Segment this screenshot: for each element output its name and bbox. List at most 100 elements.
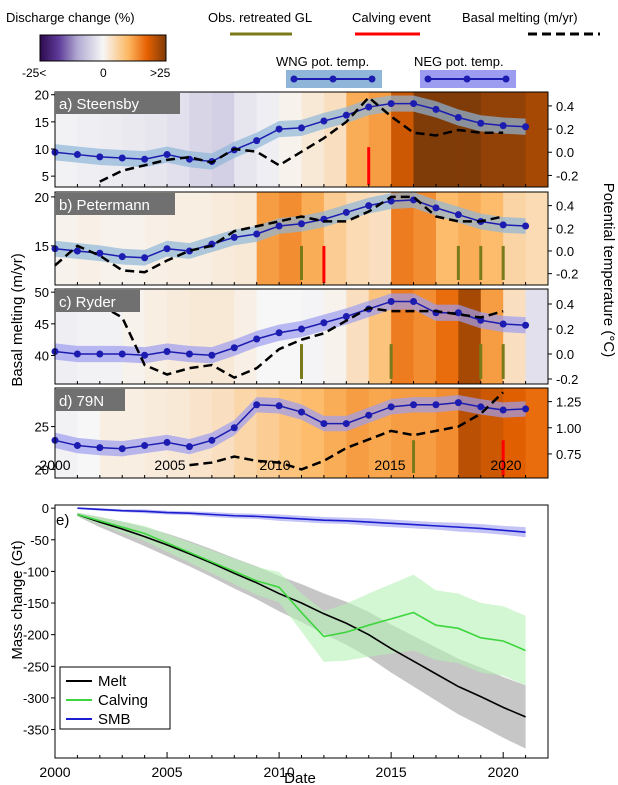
panel-c-temp-point-2004 <box>141 351 149 359</box>
panel-c-ytick-left-label-50: 50 <box>35 285 49 300</box>
y-axis-title-basal: Basal melting (m/yr) <box>9 253 26 386</box>
panel-a-discharge-cell-2010 <box>279 92 302 187</box>
panel-a-temp-point-2001 <box>73 151 81 159</box>
panel-e-line-calving <box>77 513 526 652</box>
panel-a-temp-point-2015 <box>387 100 395 108</box>
panel-c-ytick-right-label-0: -0.2 <box>556 372 578 387</box>
panel-a-discharge-cell-2014 <box>368 92 392 187</box>
panel-c-temp-point-2003 <box>118 350 126 358</box>
legend-wng-marker-3 <box>368 75 376 83</box>
panel-d-temp-point-2012 <box>320 420 328 428</box>
panel-d-temp-point-2016 <box>410 401 418 409</box>
panel-b-discharge-cell-2016 <box>413 192 437 285</box>
panel-b-discharge-cell-2019 <box>480 192 504 285</box>
panel-b-label: b) Petermann <box>59 197 150 214</box>
panel-b-basal-melting-line <box>54 195 504 274</box>
panel-d-temp-band <box>55 395 526 457</box>
legend-neg-marker-3 <box>502 75 510 83</box>
panel-b-temp-point-2009 <box>253 230 261 238</box>
panel-d-temp-point-2003 <box>118 445 126 453</box>
panel-e-band-smb <box>77 507 526 538</box>
panel-d-basal-melting-line <box>189 391 505 471</box>
panel-c-discharge-cell-2018 <box>458 289 482 384</box>
panel-b-temp-point-2005 <box>163 245 171 253</box>
panel-b-discharge-cell-2015 <box>391 192 415 285</box>
panel-a-discharge-cell-2018 <box>458 92 482 187</box>
panel-a-temp-point-2013 <box>342 111 350 119</box>
colorbar-tick-max: >25 <box>150 66 171 80</box>
panel-a-discharge-cell-2019 <box>480 92 504 187</box>
legend-neg-marker-2 <box>463 75 471 83</box>
panel-d-ytick-right-label-1: 1.00 <box>556 421 581 436</box>
panel-c-ryder: 40 45 50 -0.2 0.0 0.2 0.4 c) Ryder <box>35 285 579 387</box>
panel-b-temp-point-2010 <box>275 222 283 230</box>
legend-wng-label: WNG pot. temp. <box>276 54 369 69</box>
panel-c-temp-point-2005 <box>163 348 171 355</box>
panel-b-discharge-cell-2006 <box>189 192 213 285</box>
panel-c-temp-point-2008 <box>230 344 238 352</box>
panel-c-discharge-cell-2017 <box>435 289 459 384</box>
panel-c-discharge-cell-2021 <box>525 289 549 384</box>
panel-a-ytick-left-label-5: 5 <box>42 169 49 184</box>
panel-c-discharge-cell-2006 <box>189 289 213 384</box>
panel-d-temp-point-2019 <box>477 403 485 411</box>
panel-c-ytick-left-label-40: 40 <box>35 349 49 364</box>
panel-c-temp-point-2015 <box>387 298 395 305</box>
panel-e-legend: Melt Calving SMB <box>59 666 171 730</box>
panel-c-discharge-cell-2005 <box>167 289 190 384</box>
panel-a-discharge-cell-2012 <box>323 92 347 187</box>
legend-calving-label: Calving event <box>352 10 431 25</box>
panel-d-temp-point-2011 <box>298 408 305 416</box>
panel-b-temp-band <box>55 192 526 266</box>
panel-a-discharge-cell-2006 <box>189 92 213 187</box>
panel-c-temp-point-2002 <box>96 350 104 358</box>
legend-neg-label: NEG pot. temp. <box>414 54 504 69</box>
panel-a-temp-band <box>55 95 526 170</box>
panel-c-discharge-cell-2015 <box>391 289 415 384</box>
panel-b-discharge-cell-2021 <box>525 192 549 285</box>
panel-c-discharge-cell-2007 <box>211 289 235 384</box>
panel-e-xtick-label-2015: 2015 <box>376 764 407 780</box>
panel-d-label: d) 79N <box>59 393 104 410</box>
panel-a-temp-point-2009 <box>253 137 261 145</box>
panel-b-temp-point-2011 <box>298 220 305 228</box>
panel-a-plot: 5 10 15 20 -0.2 0.0 0.2 0.4 <box>35 88 578 188</box>
panel-d-ytick-left-label-25: 25 <box>35 420 49 435</box>
panel-b-discharge-cell-2020 <box>503 192 527 285</box>
panel-d-temp-point-2001 <box>73 442 81 450</box>
legend-basal-label: Basal melting (m/yr) <box>462 10 578 25</box>
panel-d-label-box <box>55 389 125 411</box>
panel-a-discharge-cell-2000 <box>55 92 78 187</box>
panel-a-temp-point-2017 <box>432 105 440 113</box>
panel-d-temp-point-2006 <box>185 443 193 451</box>
panel-d-temp-point-2007 <box>208 436 216 444</box>
panel-d-temp-point-2013 <box>342 420 350 428</box>
panel-a-temp-point-2019 <box>477 119 485 127</box>
top-x-tick-2000: 2000 <box>39 457 70 473</box>
panel-d-temp-line <box>54 401 526 450</box>
panel-b-temp-point-2003 <box>118 253 126 261</box>
panel-e-label: e) <box>56 512 69 529</box>
panel-b-discharge-cell-2010 <box>279 192 302 285</box>
panel-a-temp-point-2002 <box>96 153 104 161</box>
panel-b-discharge-cell-2009 <box>256 192 280 285</box>
panel-c-temp-point-2001 <box>73 350 81 358</box>
panel-c-temp-line <box>54 300 526 357</box>
panel-b-temp-line <box>54 199 526 259</box>
panel-d-discharge-cell-2012 <box>323 388 347 478</box>
panel-d-discharge-cell-2004 <box>144 388 168 478</box>
panel-d-discharge-cell-2005 <box>167 388 190 478</box>
panel-a-discharge-cell-2007 <box>211 92 235 187</box>
panel-b-temp-point-2002 <box>96 249 104 257</box>
panel-e-line-smb <box>77 507 526 533</box>
panel-d-temp-point-2005 <box>163 438 171 446</box>
legend-neg-marker-1 <box>424 75 432 83</box>
panel-a-temp-point-2021 <box>522 123 530 131</box>
panel-e-ytick-label--250: -250 <box>23 659 49 674</box>
panel-e-xtick-label-2020: 2020 <box>488 764 519 780</box>
panel-e-ytick-label-0: 0 <box>42 501 49 516</box>
panel-a-temp-point-2018 <box>454 113 462 121</box>
panel-b-discharge-cell-2014 <box>368 192 392 285</box>
panel-a-label: a) Steensby <box>59 96 140 113</box>
panel-c-temp-point-2007 <box>208 351 216 359</box>
